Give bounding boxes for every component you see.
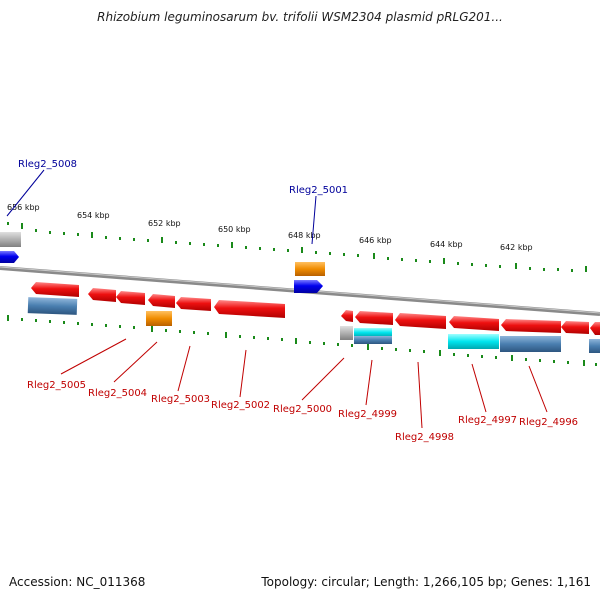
rna-feature-rleg2-5004[interactable]	[146, 311, 172, 326]
gene-label-rleg2-5000: Rleg2_5000	[273, 404, 332, 415]
gene-label-rleg2-5001: Rleg2_5001	[289, 185, 348, 196]
gene-label-rleg2-4998: Rleg2_4998	[395, 432, 454, 443]
upper-strand-features	[0, 232, 325, 293]
scale-label-656: 656 kbp	[7, 203, 40, 212]
gene-rleg2-5004b[interactable]	[116, 291, 145, 305]
gene-label-rleg2-4997: Rleg2_4997	[458, 415, 517, 426]
gene-rleg2-5000[interactable]	[341, 310, 353, 322]
gene-rleg2-5002a[interactable]	[176, 297, 211, 311]
gene-rleg2-5002b[interactable]	[214, 300, 285, 318]
scale-label-652: 652 kbp	[148, 219, 181, 228]
gene-label-rleg2-4996: Rleg2_4996	[519, 417, 578, 428]
gene-rleg2-4999[interactable]	[355, 311, 393, 325]
lower-tick-ruler	[7, 315, 597, 366]
lower-strand-features	[27, 282, 600, 353]
gene-label-rleg2-5004: Rleg2_5004	[88, 388, 147, 399]
scale-label-648: 648 kbp	[288, 231, 321, 240]
gene-label-rleg2-4999: Rleg2_4999	[338, 409, 397, 420]
gene-rleg2-4998[interactable]	[395, 313, 446, 329]
scale-label-650: 650 kbp	[218, 225, 251, 234]
gene-rleg2-5003[interactable]	[148, 294, 175, 308]
gene-rleg2-5004a[interactable]	[88, 288, 116, 302]
gene-label-rleg2-5005: Rleg2_5005	[27, 380, 86, 391]
rna-feature-rleg2-5001[interactable]	[295, 262, 325, 276]
scale-label-644: 644 kbp	[430, 240, 463, 249]
lower-leader-lines	[60, 338, 548, 429]
blast-hit-right-edge[interactable]	[589, 339, 600, 353]
gene-rleg2-4994[interactable]	[590, 322, 600, 335]
scale-label-646: 646 kbp	[359, 236, 392, 245]
map-title: Rhizobium leguminosarum bv. trifolii WSM…	[97, 10, 503, 24]
gene-rleg2-5008[interactable]	[0, 251, 19, 263]
blast-hit-rleg2-4999[interactable]	[354, 336, 392, 344]
scale-label-642: 642 kbp	[500, 243, 533, 252]
gene-rleg2-5001[interactable]	[294, 280, 323, 293]
gene-rleg2-5005[interactable]	[31, 282, 79, 297]
gene-label-rleg2-5008: Rleg2_5008	[18, 159, 77, 170]
upper-tick-ruler	[7, 222, 587, 272]
grey-feature-rleg2-5000[interactable]	[340, 326, 353, 340]
scale-label-654: 654 kbp	[77, 211, 110, 220]
accession-text: Accession: NC_011368	[9, 575, 146, 589]
cyan-feature-rleg2-4997[interactable]	[448, 334, 499, 349]
gene-rleg2-4996[interactable]	[501, 319, 561, 333]
genome-summary-text: Topology: circular; Length: 1,266,105 bp…	[261, 575, 591, 589]
gene-label-rleg2-5002: Rleg2_5002	[211, 400, 270, 411]
blast-hit-rleg2-5005[interactable]	[27, 297, 78, 315]
upper-leader-lines	[6, 169, 317, 245]
blast-hit-rleg2-4996[interactable]	[500, 336, 561, 352]
gene-rleg2-4997[interactable]	[449, 316, 499, 331]
grey-feature-left[interactable]	[0, 232, 21, 247]
gene-rleg2-4995[interactable]	[561, 321, 589, 334]
cyan-feature-rleg2-4999[interactable]	[354, 328, 392, 337]
gene-label-rleg2-5003: Rleg2_5003	[151, 394, 210, 405]
